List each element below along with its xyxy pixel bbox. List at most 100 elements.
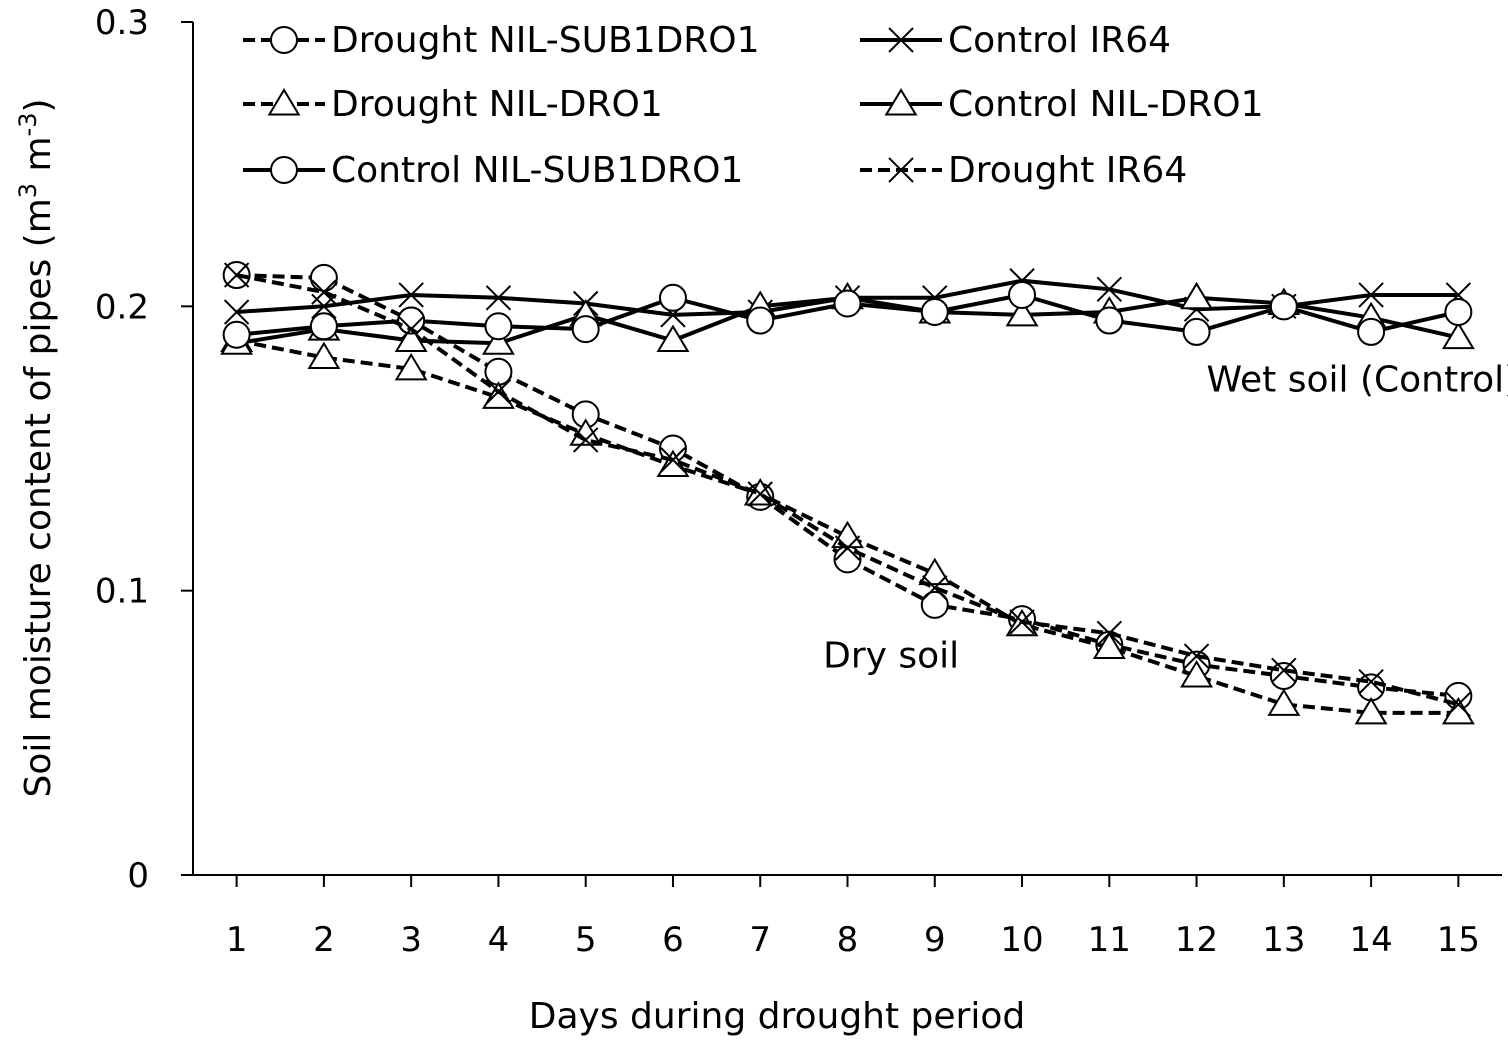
data-point xyxy=(485,285,512,311)
data-point xyxy=(834,535,861,561)
data-point xyxy=(1271,657,1297,683)
legend-item: Drought IR64 xyxy=(860,150,1187,191)
data-point xyxy=(311,279,337,305)
x-tick-label: 1 xyxy=(226,920,248,960)
legend-label: Drought NIL-DRO1 xyxy=(331,84,663,125)
legend-label: Control NIL-DRO1 xyxy=(948,84,1264,125)
data-point xyxy=(920,298,949,327)
y-axis-title-sup2: -3 xyxy=(14,113,42,137)
x-axis-title: Days during drought period xyxy=(529,996,1025,1037)
data-point xyxy=(1444,298,1473,327)
data-point xyxy=(572,427,599,453)
data-point xyxy=(223,262,250,288)
data-point xyxy=(1267,688,1301,716)
data-point xyxy=(831,520,864,549)
legend-item: Control IR64 xyxy=(860,20,1171,61)
data-point xyxy=(1180,281,1214,310)
legend-marker xyxy=(270,26,298,54)
x-tick-label: 11 xyxy=(1088,920,1131,960)
data-point xyxy=(397,306,426,335)
data-point xyxy=(1008,280,1037,309)
y-tick-label: 0.3 xyxy=(95,3,149,43)
data-point xyxy=(307,341,341,370)
data-point xyxy=(1358,282,1384,308)
x-tick-label: 13 xyxy=(1262,920,1305,960)
data-point xyxy=(484,312,513,341)
x-tick-label: 3 xyxy=(400,920,422,960)
data-point xyxy=(656,324,690,352)
data-point xyxy=(222,320,251,349)
data-point xyxy=(1269,292,1298,321)
x-tick-label: 4 xyxy=(488,920,510,960)
legend-item: Control NIL-SUB1DRO1 xyxy=(243,150,743,191)
data-point xyxy=(918,557,952,586)
data-point xyxy=(658,283,687,312)
data-point xyxy=(311,293,337,320)
legend-marker xyxy=(267,88,301,116)
data-point xyxy=(1009,609,1035,635)
series-line xyxy=(236,338,1459,715)
data-point xyxy=(747,481,773,507)
data-point xyxy=(1096,620,1123,647)
data-point xyxy=(485,378,512,405)
x-tick-label: 14 xyxy=(1349,920,1392,960)
data-point xyxy=(309,263,338,292)
data-point xyxy=(1096,276,1123,302)
y-axis-title: Soil moisture content of pipes (m3 m-3) xyxy=(14,98,59,797)
data-point xyxy=(1357,673,1386,702)
y-axis-title-end: ) xyxy=(18,98,59,112)
data-point xyxy=(1180,660,1214,688)
data-point xyxy=(1354,696,1388,725)
x-tick-label: 9 xyxy=(924,920,946,960)
y-tick-label: 0.1 xyxy=(95,572,149,612)
x-tick-label: 2 xyxy=(313,920,335,960)
series xyxy=(220,261,1475,725)
chart-annotation: Wet soil (Control) xyxy=(1207,360,1508,401)
y-axis-title-mid: m xyxy=(18,136,59,183)
data-point xyxy=(746,306,775,335)
series-5 xyxy=(223,262,1472,718)
data-point xyxy=(922,575,948,601)
x-tick-label: 7 xyxy=(749,920,771,960)
data-point xyxy=(1092,631,1126,660)
x-tick-label: 12 xyxy=(1175,920,1218,960)
y-tick-label: 0.2 xyxy=(95,287,149,327)
legend-marker xyxy=(888,157,914,183)
data-point xyxy=(484,357,513,386)
legend-label: Control IR64 xyxy=(948,20,1171,61)
data-point xyxy=(394,324,428,352)
legend-marker xyxy=(270,156,298,184)
y-tick-label: 0 xyxy=(127,856,149,896)
x-tick-label: 15 xyxy=(1437,920,1480,960)
data-point xyxy=(920,590,949,619)
legend-label: Control NIL-SUB1DRO1 xyxy=(331,150,743,191)
x-tick-label: 8 xyxy=(837,920,859,960)
x-tick-label: 6 xyxy=(662,920,684,960)
data-point xyxy=(1445,691,1472,718)
legend-item: Drought NIL-DRO1 xyxy=(243,84,663,125)
ticks: 00.10.20.31 2 3 4 5 6 7 8 9 10 11 12 13 14 15 xyxy=(95,3,1480,960)
legend-label: Drought NIL-SUB1DRO1 xyxy=(331,20,760,61)
chart-annotation: Dry soil xyxy=(823,635,959,676)
data-point xyxy=(1182,317,1211,346)
series-4 xyxy=(222,280,1473,349)
legend-marker xyxy=(888,27,914,53)
legend-label: Drought IR64 xyxy=(948,150,1187,191)
data-point xyxy=(660,447,686,473)
data-point xyxy=(1183,643,1210,669)
legend-item: Control NIL-DRO1 xyxy=(860,84,1264,125)
data-point xyxy=(481,327,515,355)
data-point xyxy=(1358,668,1384,695)
data-point xyxy=(398,316,424,342)
x-tick-label: 10 xyxy=(1000,920,1043,960)
annotations: Wet soil (Control) Dry soil xyxy=(823,360,1508,677)
data-point xyxy=(223,299,250,325)
series-2 xyxy=(220,324,1475,725)
data-point xyxy=(394,352,428,381)
data-point xyxy=(1357,317,1386,346)
data-point xyxy=(1005,298,1039,327)
data-point xyxy=(1095,306,1124,335)
legend-item: Drought NIL-SUB1DRO1 xyxy=(243,20,760,61)
data-point xyxy=(833,289,862,318)
